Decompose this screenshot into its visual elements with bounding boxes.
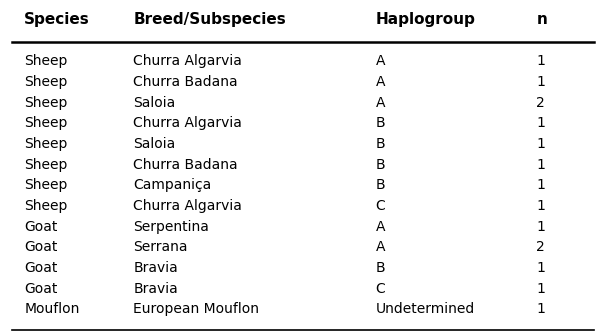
Text: Goat: Goat [24,240,58,254]
Text: Churra Algarvia: Churra Algarvia [133,116,242,130]
Text: Sheep: Sheep [24,178,68,192]
Text: Churra Badana: Churra Badana [133,75,238,89]
Text: Serpentina: Serpentina [133,219,209,234]
Text: B: B [376,261,385,275]
Text: 2: 2 [536,240,545,254]
Text: C: C [376,282,385,296]
Text: Species: Species [24,12,90,27]
Text: 1: 1 [536,199,545,213]
Text: 1: 1 [536,158,545,172]
Text: B: B [376,158,385,172]
Text: 1: 1 [536,116,545,130]
Text: Undetermined: Undetermined [376,302,475,316]
Text: 1: 1 [536,54,545,68]
Text: Bravia: Bravia [133,261,178,275]
Text: Churra Algarvia: Churra Algarvia [133,54,242,68]
Text: Goat: Goat [24,219,58,234]
Text: Churra Algarvia: Churra Algarvia [133,199,242,213]
Text: Campaniça: Campaniça [133,178,211,192]
Text: 1: 1 [536,178,545,192]
Text: Sheep: Sheep [24,158,68,172]
Text: 1: 1 [536,137,545,151]
Text: Sheep: Sheep [24,75,68,89]
Text: A: A [376,240,385,254]
Text: 1: 1 [536,302,545,316]
Text: B: B [376,137,385,151]
Text: B: B [376,116,385,130]
Text: C: C [376,199,385,213]
Text: Haplogroup: Haplogroup [376,12,476,27]
Text: B: B [376,178,385,192]
Text: 1: 1 [536,261,545,275]
Text: Sheep: Sheep [24,137,68,151]
Text: 1: 1 [536,219,545,234]
Text: Mouflon: Mouflon [24,302,79,316]
Text: Breed/Subspecies: Breed/Subspecies [133,12,286,27]
Text: Serrana: Serrana [133,240,188,254]
Text: A: A [376,75,385,89]
Text: Sheep: Sheep [24,116,68,130]
Text: 1: 1 [536,75,545,89]
Text: A: A [376,54,385,68]
Text: Saloia: Saloia [133,95,176,110]
Text: Goat: Goat [24,261,58,275]
Text: Goat: Goat [24,282,58,296]
Text: European Mouflon: European Mouflon [133,302,259,316]
Text: n: n [536,12,547,27]
Text: 2: 2 [536,95,545,110]
Text: A: A [376,219,385,234]
Text: A: A [376,95,385,110]
Text: Saloia: Saloia [133,137,176,151]
Text: Sheep: Sheep [24,54,68,68]
Text: 1: 1 [536,282,545,296]
Text: Sheep: Sheep [24,95,68,110]
Text: Bravia: Bravia [133,282,178,296]
Text: Churra Badana: Churra Badana [133,158,238,172]
Text: Sheep: Sheep [24,199,68,213]
